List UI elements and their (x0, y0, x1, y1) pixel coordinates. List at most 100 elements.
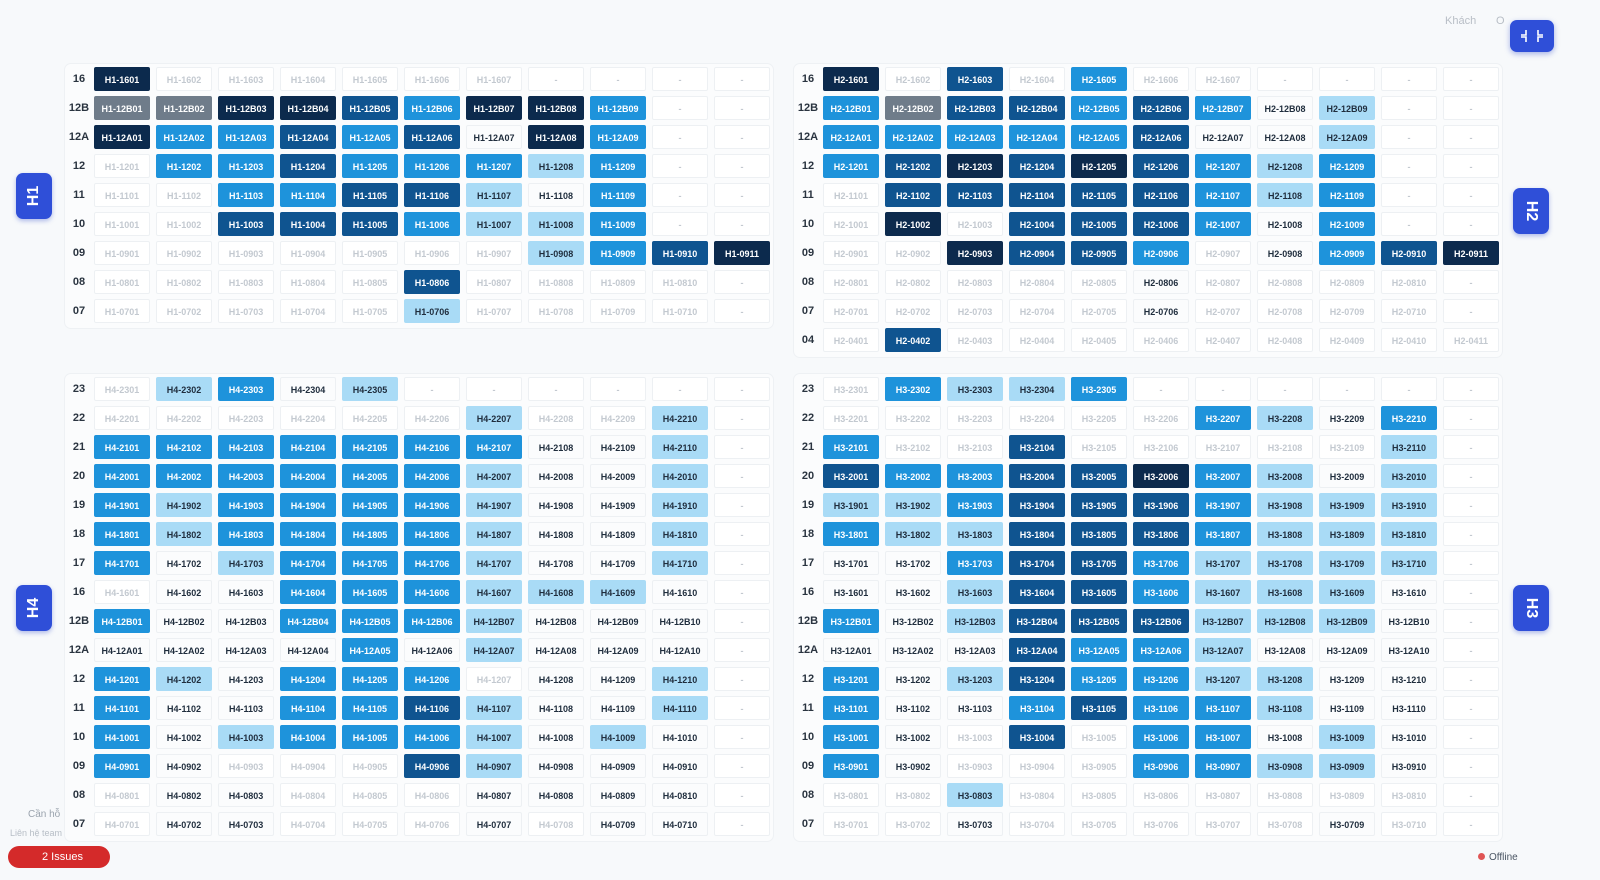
unit-cell[interactable]: - (1443, 435, 1499, 459)
unit-cell[interactable]: - (1381, 183, 1437, 207)
unit-cell[interactable]: H4-1603 (218, 580, 274, 604)
unit-cell[interactable]: H4-1802 (156, 522, 212, 546)
unit-cell[interactable]: H1-12B09 (590, 96, 646, 120)
unit-cell[interactable]: H2-0808 (1257, 270, 1313, 294)
unit-cell[interactable]: H4-0707 (466, 812, 522, 836)
unit-cell[interactable]: H3-1908 (1257, 493, 1313, 517)
unit-cell[interactable]: H2-0709 (1319, 299, 1375, 323)
unit-cell[interactable]: H4-12A01 (94, 638, 150, 662)
unit-cell[interactable]: H2-0908 (1257, 241, 1313, 265)
collapse-button[interactable] (1510, 20, 1554, 52)
unit-cell[interactable]: H3-0909 (1319, 754, 1375, 778)
unit-cell[interactable]: H1-1206 (404, 154, 460, 178)
unit-cell[interactable]: H1-1101 (94, 183, 150, 207)
unit-cell[interactable]: H2-0901 (823, 241, 879, 265)
unit-cell[interactable]: H4-1110 (652, 696, 708, 720)
unit-cell[interactable]: H4-1010 (652, 725, 708, 749)
unit-cell[interactable]: H1-1109 (590, 183, 646, 207)
unit-cell[interactable]: H4-12B05 (342, 609, 398, 633)
unit-cell[interactable]: H2-0909 (1319, 241, 1375, 265)
unit-cell[interactable]: H4-0805 (342, 783, 398, 807)
unit-cell[interactable]: - (714, 183, 770, 207)
unit-cell[interactable]: H3-1804 (1009, 522, 1065, 546)
unit-cell[interactable]: H2-0807 (1195, 270, 1251, 294)
unit-cell[interactable]: - (1443, 464, 1499, 488)
unit-cell[interactable]: H2-12B01 (823, 96, 879, 120)
unit-cell[interactable]: H3-1703 (947, 551, 1003, 575)
unit-cell[interactable]: H1-0908 (528, 241, 584, 265)
unit-cell[interactable]: H1-0910 (652, 241, 708, 265)
unit-cell[interactable]: H1-0903 (218, 241, 274, 265)
unit-cell[interactable]: H2-1106 (1133, 183, 1189, 207)
unit-cell[interactable]: H4-1205 (342, 667, 398, 691)
unit-cell[interactable]: - (1443, 377, 1499, 401)
unit-cell[interactable]: H3-0708 (1257, 812, 1313, 836)
unit-cell[interactable]: H4-2102 (156, 435, 212, 459)
unit-cell[interactable]: H3-0904 (1009, 754, 1065, 778)
unit-cell[interactable]: H4-2201 (94, 406, 150, 430)
unit-cell[interactable]: H2-1001 (823, 212, 879, 236)
unit-cell[interactable]: H4-0704 (280, 812, 336, 836)
unit-cell[interactable]: H3-2101 (823, 435, 879, 459)
unit-cell[interactable]: - (1443, 580, 1499, 604)
unit-cell[interactable]: H3-1906 (1133, 493, 1189, 517)
unit-cell[interactable]: H4-12A06 (404, 638, 460, 662)
unit-cell[interactable]: H2-1209 (1319, 154, 1375, 178)
unit-cell[interactable]: - (652, 154, 708, 178)
unit-cell[interactable]: H1-0808 (528, 270, 584, 294)
unit-cell[interactable]: H2-1007 (1195, 212, 1251, 236)
unit-cell[interactable]: - (714, 522, 770, 546)
unit-cell[interactable]: H3-12B09 (1319, 609, 1375, 633)
unit-cell[interactable]: H3-1905 (1071, 493, 1127, 517)
unit-cell[interactable]: H3-2109 (1319, 435, 1375, 459)
unit-cell[interactable]: H4-2202 (156, 406, 212, 430)
unit-cell[interactable]: H4-0701 (94, 812, 150, 836)
unit-cell[interactable]: H2-0710 (1381, 299, 1437, 323)
unit-cell[interactable]: H3-1902 (885, 493, 941, 517)
unit-cell[interactable]: H3-2208 (1257, 406, 1313, 430)
unit-cell[interactable]: H1-0809 (590, 270, 646, 294)
unit-cell[interactable]: H4-1009 (590, 725, 646, 749)
unit-cell[interactable]: H3-2201 (823, 406, 879, 430)
unit-cell[interactable]: H1-12A06 (404, 125, 460, 149)
unit-cell[interactable]: H4-1704 (280, 551, 336, 575)
unit-cell[interactable]: H4-2206 (404, 406, 460, 430)
unit-cell[interactable]: H3-1006 (1133, 725, 1189, 749)
unit-cell[interactable]: H1-12A05 (342, 125, 398, 149)
unit-cell[interactable]: H2-1607 (1195, 67, 1251, 91)
unit-cell[interactable]: H4-12A02 (156, 638, 212, 662)
unit-cell[interactable]: H1-1004 (280, 212, 336, 236)
unit-cell[interactable]: H2-1009 (1319, 212, 1375, 236)
unit-cell[interactable]: H4-0901 (94, 754, 150, 778)
unit-cell[interactable]: H2-0402 (885, 328, 941, 352)
unit-cell[interactable]: H3-1805 (1071, 522, 1127, 546)
unit-cell[interactable]: H4-2007 (466, 464, 522, 488)
unit-cell[interactable]: H3-1004 (1009, 725, 1065, 749)
unit-cell[interactable]: H2-0401 (823, 328, 879, 352)
unit-cell[interactable]: H3-1008 (1257, 725, 1313, 749)
unit-cell[interactable]: H3-1602 (885, 580, 941, 604)
unit-cell[interactable]: H1-1102 (156, 183, 212, 207)
unit-cell[interactable]: H1-0806 (404, 270, 460, 294)
unit-cell[interactable]: H1-12B03 (218, 96, 274, 120)
unit-cell[interactable]: H3-2105 (1071, 435, 1127, 459)
unit-cell[interactable]: H1-0907 (466, 241, 522, 265)
unit-cell[interactable]: - (1443, 299, 1499, 323)
unit-cell[interactable]: H1-1205 (342, 154, 398, 178)
unit-cell[interactable]: H3-1709 (1319, 551, 1375, 575)
unit-cell[interactable]: H3-1702 (885, 551, 941, 575)
unit-cell[interactable]: H4-12B03 (218, 609, 274, 633)
unit-cell[interactable]: H3-1810 (1381, 522, 1437, 546)
unit-cell[interactable]: H4-1103 (218, 696, 274, 720)
unit-cell[interactable]: H4-1710 (652, 551, 708, 575)
unit-cell[interactable]: H4-2005 (342, 464, 398, 488)
unit-cell[interactable]: H3-0805 (1071, 783, 1127, 807)
unit-cell[interactable]: - (714, 154, 770, 178)
unit-cell[interactable]: H2-0407 (1195, 328, 1251, 352)
unit-cell[interactable]: H4-2004 (280, 464, 336, 488)
unit-cell[interactable]: - (714, 609, 770, 633)
unit-cell[interactable]: H4-1907 (466, 493, 522, 517)
unit-cell[interactable]: H1-0704 (280, 299, 336, 323)
unit-cell[interactable]: H4-1910 (652, 493, 708, 517)
unit-cell[interactable]: H1-1009 (590, 212, 646, 236)
